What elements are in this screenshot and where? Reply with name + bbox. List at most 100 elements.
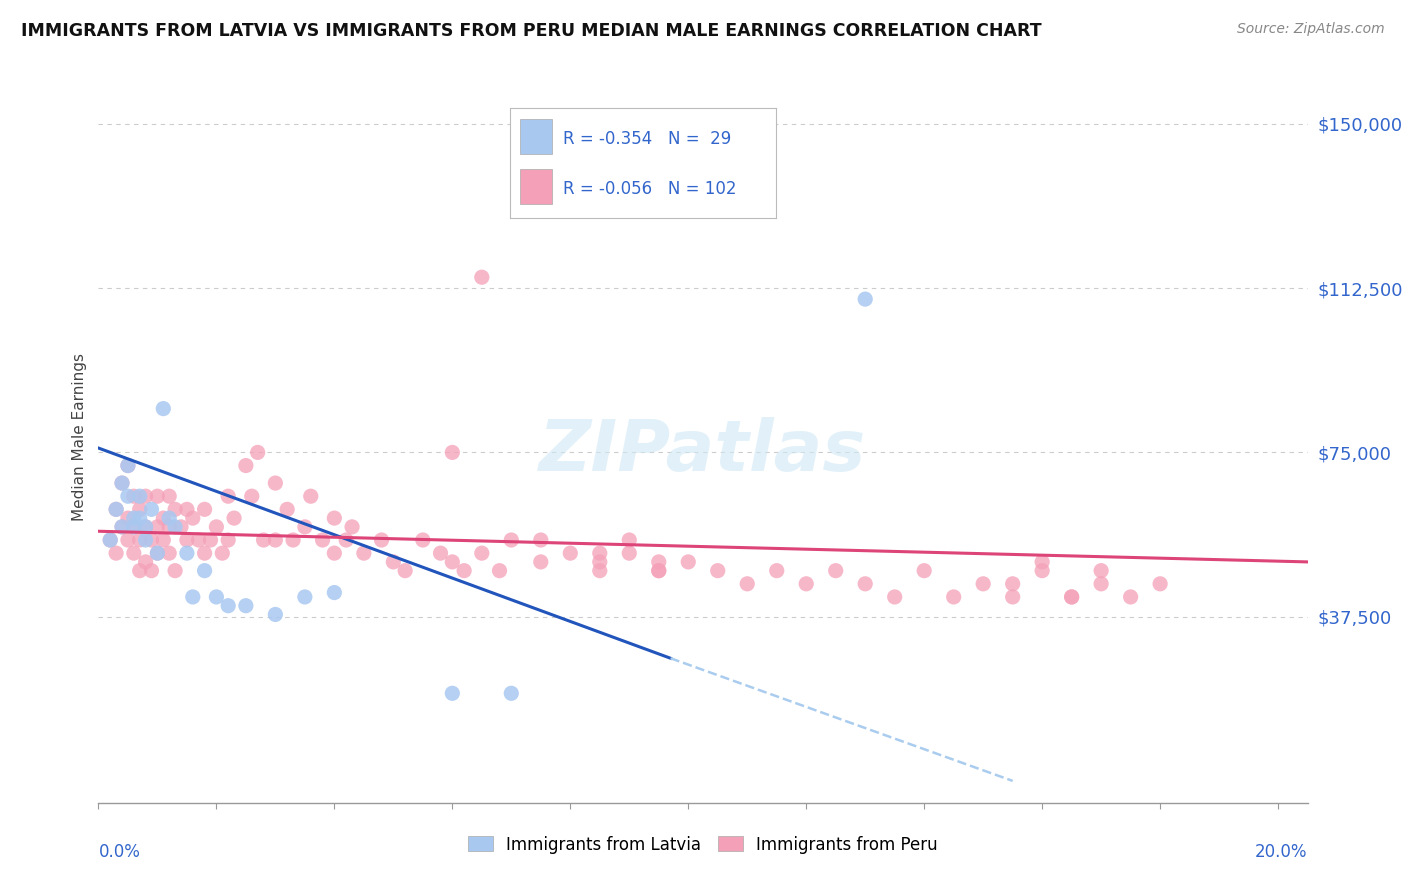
Point <box>1060 590 1083 604</box>
Point <box>135 533 157 547</box>
Point <box>205 590 228 604</box>
Point <box>530 555 553 569</box>
Point <box>176 502 198 516</box>
Point <box>117 458 139 473</box>
Point <box>122 546 145 560</box>
Point <box>146 489 169 503</box>
Point <box>311 533 333 547</box>
Point <box>619 533 641 547</box>
Point <box>122 520 145 534</box>
Point <box>141 564 163 578</box>
Point <box>501 533 523 547</box>
Point <box>853 292 876 306</box>
Point <box>972 576 994 591</box>
Point <box>141 533 163 547</box>
Point <box>589 564 612 578</box>
Point <box>1090 564 1112 578</box>
Point <box>1090 576 1112 591</box>
Point <box>1060 590 1083 604</box>
Point <box>105 546 128 560</box>
Point <box>648 555 671 569</box>
Point <box>471 546 494 560</box>
Point <box>276 502 298 516</box>
Point <box>128 533 150 547</box>
Text: 0.0%: 0.0% <box>98 843 141 861</box>
Text: 20.0%: 20.0% <box>1256 843 1308 861</box>
Point <box>146 520 169 534</box>
Point <box>794 576 817 591</box>
Point <box>146 546 169 560</box>
Point <box>122 520 145 534</box>
Point <box>501 686 523 700</box>
Point <box>853 576 876 591</box>
Point <box>441 686 464 700</box>
Point <box>323 511 346 525</box>
Point <box>117 533 139 547</box>
Point <box>912 564 935 578</box>
Point <box>678 555 700 569</box>
Point <box>619 546 641 560</box>
Point <box>135 555 157 569</box>
Point <box>235 458 257 473</box>
Text: ZIPatlas: ZIPatlas <box>540 417 866 486</box>
Point <box>117 458 139 473</box>
Point <box>176 546 198 560</box>
Point <box>122 489 145 503</box>
Point <box>429 546 451 560</box>
Point <box>122 511 145 525</box>
Point <box>111 476 134 491</box>
Point <box>128 489 150 503</box>
Point <box>1149 576 1171 591</box>
Point <box>211 546 233 560</box>
Point <box>1119 590 1142 604</box>
Point <box>135 520 157 534</box>
Point <box>735 576 758 591</box>
Point <box>264 607 287 622</box>
Point <box>246 445 269 459</box>
Point <box>648 564 671 578</box>
Point <box>205 520 228 534</box>
Point <box>128 564 150 578</box>
Point <box>141 502 163 516</box>
Point <box>240 489 263 503</box>
Point <box>128 511 150 525</box>
Point <box>105 502 128 516</box>
Point <box>281 533 304 547</box>
Point <box>252 533 274 547</box>
Point <box>157 520 180 534</box>
Text: IMMIGRANTS FROM LATVIA VS IMMIGRANTS FROM PERU MEDIAN MALE EARNINGS CORRELATION : IMMIGRANTS FROM LATVIA VS IMMIGRANTS FRO… <box>21 22 1042 40</box>
Point <box>294 520 316 534</box>
Point <box>589 546 612 560</box>
Point <box>294 590 316 604</box>
Point <box>1031 555 1053 569</box>
Point <box>942 590 965 604</box>
Point <box>453 564 475 578</box>
Point <box>194 546 217 560</box>
Text: Source: ZipAtlas.com: Source: ZipAtlas.com <box>1237 22 1385 37</box>
Point <box>530 533 553 547</box>
Point <box>128 502 150 516</box>
Y-axis label: Median Male Earnings: Median Male Earnings <box>72 353 87 521</box>
Point <box>441 555 464 569</box>
Point <box>152 401 174 416</box>
Point <box>217 533 239 547</box>
Point <box>765 564 787 578</box>
Point <box>117 489 139 503</box>
Legend: Immigrants from Latvia, Immigrants from Peru: Immigrants from Latvia, Immigrants from … <box>461 829 945 860</box>
Point <box>412 533 434 547</box>
Point <box>170 520 193 534</box>
Point <box>471 270 494 285</box>
Point <box>488 564 510 578</box>
Point <box>370 533 392 547</box>
Point <box>105 502 128 516</box>
Point <box>181 590 204 604</box>
Point <box>135 489 157 503</box>
Point <box>222 511 245 525</box>
Point <box>165 502 187 516</box>
Point <box>157 489 180 503</box>
Point <box>165 564 187 578</box>
Point <box>187 533 209 547</box>
Point <box>824 564 846 578</box>
Point <box>323 546 346 560</box>
Point <box>152 511 174 525</box>
